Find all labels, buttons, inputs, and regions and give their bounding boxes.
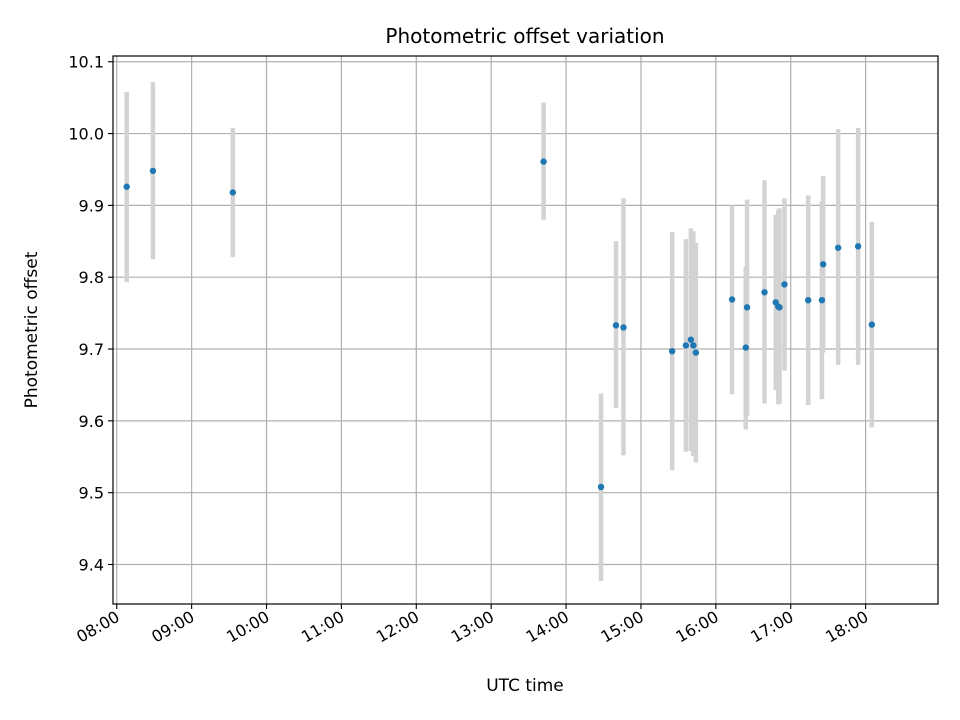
data-point — [742, 344, 749, 351]
data-point — [781, 281, 788, 288]
y-tick-label: 9.6 — [79, 412, 104, 431]
data-point — [692, 349, 700, 356]
data-point — [687, 336, 695, 343]
data-point — [229, 189, 237, 196]
data-point — [149, 167, 157, 175]
data-point — [540, 158, 547, 165]
data-point — [776, 304, 783, 311]
point-layer — [123, 158, 876, 491]
data-point — [761, 289, 768, 296]
data-point — [682, 342, 690, 349]
y-tick-label: 9.9 — [79, 196, 104, 215]
data-point — [597, 483, 605, 491]
data-point — [690, 342, 697, 349]
x-axis-title: UTC time — [486, 676, 564, 696]
grid-layer — [113, 56, 938, 604]
data-point — [612, 322, 620, 329]
data-point — [123, 183, 130, 190]
y-tick-label: 9.7 — [79, 340, 104, 359]
data-point — [804, 296, 812, 304]
y-tick-label: 9.4 — [79, 555, 104, 574]
data-point — [818, 296, 826, 304]
y-axis-title: Photometric offset — [22, 251, 42, 408]
data-point — [854, 243, 862, 250]
plot-frame — [112, 55, 939, 605]
y-tick-label: 9.5 — [79, 484, 104, 503]
data-point — [834, 244, 842, 251]
data-point — [620, 324, 627, 331]
data-point — [728, 296, 736, 303]
y-tick-label: 10.0 — [68, 125, 104, 144]
data-point — [668, 347, 676, 355]
data-point — [743, 304, 751, 311]
chart-title: Photometric offset variation — [385, 24, 664, 48]
y-tick-label: 9.8 — [79, 268, 104, 287]
y-axis-ticks: 9.4 9.5 9.6 9.7 9.8 9.9 10.0 10.1 — [68, 53, 113, 574]
data-point — [819, 261, 827, 268]
y-tick-label: 10.1 — [68, 53, 104, 72]
data-point — [868, 321, 876, 328]
